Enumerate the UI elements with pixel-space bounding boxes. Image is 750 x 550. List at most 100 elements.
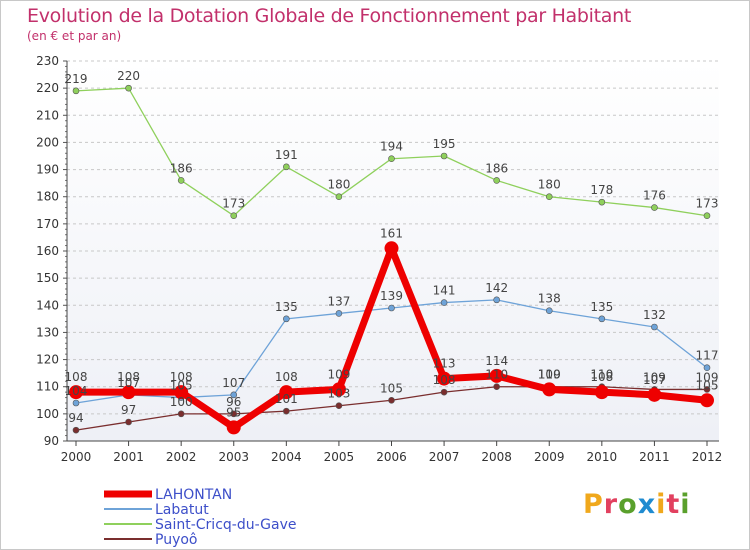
x-tick-label: 2005 bbox=[324, 450, 355, 464]
data-point-puyo- bbox=[72, 426, 80, 434]
data-label-labatut: 138 bbox=[538, 292, 561, 306]
x-tick-label: 2004 bbox=[271, 450, 302, 464]
y-tick-label: 160 bbox=[36, 244, 59, 258]
y-tick-label: 140 bbox=[36, 298, 59, 312]
data-point-labatut bbox=[230, 391, 238, 399]
x-tick-label: 2002 bbox=[166, 450, 197, 464]
data-point-lahontan bbox=[384, 241, 399, 256]
data-label-lahontan: 107 bbox=[643, 373, 666, 387]
data-point-puyo- bbox=[335, 402, 343, 410]
data-label-labatut: 135 bbox=[275, 300, 298, 314]
legend-item-label: LAHONTAN bbox=[155, 487, 232, 503]
data-point-labatut bbox=[388, 304, 395, 312]
data-label-labatut: 117 bbox=[696, 349, 719, 363]
data-point-puyo- bbox=[493, 383, 500, 391]
data-label-labatut: 107 bbox=[117, 376, 140, 390]
data-label-saint-cricq-du-gave: 186 bbox=[170, 161, 193, 175]
data-label-lahontan: 109 bbox=[538, 367, 561, 381]
legend-item-label: Labatut bbox=[155, 502, 209, 518]
data-point-lahontan bbox=[121, 385, 136, 400]
x-tick-label: 2003 bbox=[218, 450, 249, 464]
data-point-puyo- bbox=[388, 396, 395, 404]
data-label-lahontan: 108 bbox=[117, 370, 140, 384]
data-label-lahontan: 109 bbox=[327, 367, 350, 381]
y-tick-label: 180 bbox=[36, 190, 59, 204]
data-label-labatut: 135 bbox=[590, 300, 613, 314]
x-tick-label: 2001 bbox=[113, 450, 144, 464]
data-label-saint-cricq-du-gave: 180 bbox=[327, 178, 350, 192]
data-label-saint-cricq-du-gave: 219 bbox=[65, 72, 88, 86]
data-point-labatut bbox=[598, 315, 606, 323]
data-point-labatut bbox=[703, 364, 711, 372]
data-point-lahontan bbox=[174, 385, 189, 400]
data-point-saint-cricq-du-gave bbox=[125, 84, 132, 92]
data-label-lahontan: 108 bbox=[65, 370, 88, 384]
data-point-saint-cricq-du-gave bbox=[335, 193, 343, 201]
data-label-puyo-: 110 bbox=[590, 368, 613, 382]
y-tick-label: 150 bbox=[36, 271, 59, 285]
data-point-labatut bbox=[651, 323, 658, 331]
data-label-puyo-: 105 bbox=[380, 381, 403, 395]
data-point-puyo- bbox=[440, 388, 448, 396]
data-label-labatut: 132 bbox=[643, 308, 666, 322]
data-point-saint-cricq-du-gave bbox=[230, 212, 238, 220]
y-tick-label: 210 bbox=[36, 108, 59, 122]
legend-item-label: Saint-Cricq-du-Gave bbox=[155, 517, 296, 533]
data-label-puyo-: 97 bbox=[121, 403, 136, 417]
data-point-lahontan bbox=[489, 368, 504, 383]
chart-subtitle: (en € et par an) bbox=[27, 29, 122, 43]
data-label-lahontan: 108 bbox=[275, 370, 298, 384]
y-tick-label: 130 bbox=[36, 325, 59, 339]
data-label-saint-cricq-du-gave: 173 bbox=[222, 197, 245, 211]
data-label-labatut: 139 bbox=[380, 289, 403, 303]
data-point-lahontan bbox=[331, 382, 346, 397]
y-tick-label: 120 bbox=[36, 353, 59, 367]
x-tick-label: 2011 bbox=[639, 450, 670, 464]
data-point-lahontan bbox=[647, 387, 662, 402]
data-label-puyo-: 103 bbox=[327, 387, 350, 401]
data-point-saint-cricq-du-gave bbox=[283, 163, 290, 171]
y-tick-label: 200 bbox=[36, 135, 59, 149]
y-tick-label: 220 bbox=[36, 81, 59, 95]
data-label-puyo-: 96 bbox=[226, 395, 241, 409]
data-label-labatut: 107 bbox=[222, 376, 245, 390]
x-tick-label: 2010 bbox=[587, 450, 618, 464]
data-label-lahontan: 114 bbox=[485, 354, 508, 368]
y-tick-label: 110 bbox=[36, 380, 59, 394]
data-label-labatut: 105 bbox=[170, 379, 193, 393]
data-labels: 219 220 186 173 191 180 194 195 186 180 178 176 173 1… bbox=[65, 69, 719, 425]
axes: 90 100 110 120 130 140 150 160 170 180 190 200 210 22… bbox=[36, 54, 722, 464]
data-point-labatut bbox=[335, 310, 343, 317]
y-tick-label: 170 bbox=[36, 217, 59, 231]
data-point-saint-cricq-du-gave bbox=[440, 152, 448, 160]
data-point-saint-cricq-du-gave bbox=[598, 198, 606, 206]
y-tick-label: 190 bbox=[36, 163, 59, 177]
data-label-saint-cricq-du-gave: 186 bbox=[485, 161, 508, 175]
data-label-puyo-: 110 bbox=[485, 368, 508, 382]
x-tick-label: 2012 bbox=[692, 450, 723, 464]
data-label-saint-cricq-du-gave: 176 bbox=[643, 189, 666, 203]
data-point-lahontan bbox=[437, 371, 452, 386]
data-label-puyo-: 108 bbox=[433, 373, 456, 387]
data-point-labatut bbox=[283, 315, 290, 323]
x-tick-label: 2009 bbox=[534, 450, 565, 464]
data-label-lahontan: 95 bbox=[226, 405, 241, 419]
x-tick-label: 2008 bbox=[481, 450, 512, 464]
series-group bbox=[69, 84, 714, 435]
data-point-puyo- bbox=[177, 410, 185, 418]
data-label-puyo-: 100 bbox=[170, 395, 193, 409]
data-point-lahontan bbox=[542, 382, 557, 397]
data-label-saint-cricq-du-gave: 178 bbox=[590, 183, 613, 197]
data-label-lahontan: 108 bbox=[590, 370, 613, 384]
data-label-lahontan: 105 bbox=[696, 378, 719, 392]
chart-title: Evolution de la Dotation Globale de Fonc… bbox=[27, 5, 632, 27]
data-label-lahontan: 113 bbox=[433, 357, 456, 371]
y-tick-label: 230 bbox=[36, 54, 59, 68]
data-label-saint-cricq-du-gave: 195 bbox=[433, 137, 456, 151]
x-tick-label: 2006 bbox=[376, 450, 407, 464]
data-label-labatut: 104 bbox=[65, 384, 88, 398]
data-label-lahontan: 108 bbox=[170, 370, 193, 384]
data-label-puyo-: 109 bbox=[696, 370, 719, 384]
